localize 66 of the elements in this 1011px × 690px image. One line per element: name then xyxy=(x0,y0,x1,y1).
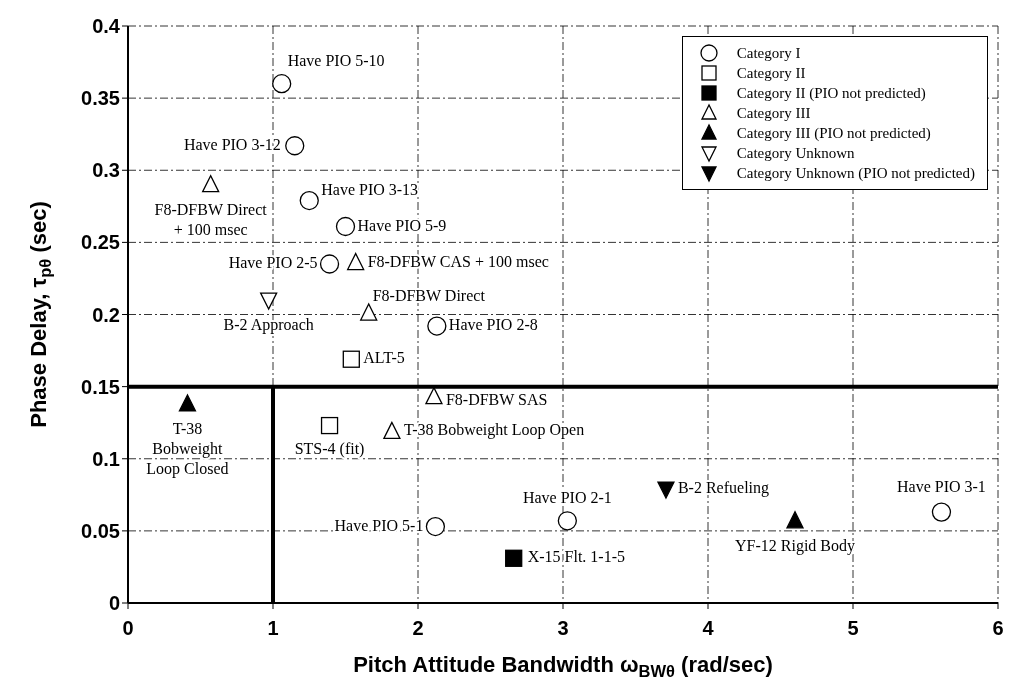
point xyxy=(383,421,401,439)
y-tick-label: 0.4 xyxy=(92,15,121,38)
x-tick-label: 2 xyxy=(412,617,424,640)
annotation: Have PIO 2-1 xyxy=(522,488,612,506)
annotation: Have PIO 5-1 xyxy=(334,516,424,534)
legend-label: Category III xyxy=(736,104,811,122)
y-tick-label: 0.1 xyxy=(92,447,120,470)
x-axis-title: Pitch Attitude Bandwidth ω$_{BWθ}$ (rad/sec) xyxy=(353,652,773,681)
annotation: Have PIO 3-13 xyxy=(321,180,419,198)
annotation: Have PIO 2-8 xyxy=(448,315,538,333)
x-tick-label: 5 xyxy=(847,617,859,640)
y-tick-label: 0.25 xyxy=(81,231,120,254)
legend-label: Category I xyxy=(736,44,801,62)
annotation: F8-DFBW Direct + 100 msec xyxy=(154,200,268,238)
annotation: Have PIO 3-1 xyxy=(897,477,986,495)
annotation: YF-12 Rigid Body xyxy=(734,536,856,555)
point xyxy=(272,74,292,94)
annotation: X-15 Flt. 1-1-5 xyxy=(527,547,626,565)
point xyxy=(335,216,356,237)
point xyxy=(425,387,443,405)
annotation: ALT-5 xyxy=(363,348,405,366)
y-tick-label: 0 xyxy=(108,592,120,615)
point xyxy=(299,190,319,211)
annotation: F8-DFBW Direct xyxy=(372,286,486,304)
point xyxy=(285,136,305,156)
point xyxy=(557,511,577,531)
annotation: B-2 Refueling xyxy=(677,478,770,497)
point xyxy=(786,511,804,529)
y-tick-label: 0.05 xyxy=(81,519,120,542)
point xyxy=(202,175,220,193)
point xyxy=(360,303,378,321)
point xyxy=(347,252,365,271)
y-tick-label: 0.2 xyxy=(92,303,120,326)
x-tick-label: 4 xyxy=(702,617,715,640)
legend-label: Category Unknown (PIO not predicted) xyxy=(736,164,975,182)
annotation: T-38 Bobweight Loop Closed xyxy=(146,419,229,478)
y-tick-label: 0.3 xyxy=(92,159,120,182)
legend-label: Category III (PIO not predicted) xyxy=(736,124,931,142)
annotation: Have PIO 5-9 xyxy=(357,216,447,234)
point xyxy=(425,516,446,537)
point xyxy=(319,254,340,274)
point xyxy=(931,502,952,522)
x-tick-label: 1 xyxy=(267,617,279,640)
legend-label: Category II (PIO not predicted) xyxy=(736,84,926,102)
annotation: T-38 Bobweight Loop Open xyxy=(403,421,585,440)
annotation: Have PIO 5-10 xyxy=(287,51,385,69)
annotation: F8-DFBW CAS + 100 msec xyxy=(367,252,549,270)
annotation: STS-4 (fit) xyxy=(294,439,365,458)
legend-label: Category Unknown xyxy=(736,144,855,162)
x-tick-label: 0 xyxy=(122,617,134,640)
y-tick-label: 0.35 xyxy=(81,87,120,110)
annotation: F8-DFBW SAS xyxy=(445,390,548,408)
x-tick-label: 3 xyxy=(557,617,569,640)
y-tick-label: 0.15 xyxy=(81,375,120,398)
point xyxy=(320,416,339,435)
point xyxy=(178,394,197,412)
point xyxy=(342,350,360,368)
annotation: Have PIO 2-5 xyxy=(228,253,318,271)
x-tick-label: 6 xyxy=(992,617,1004,640)
point xyxy=(505,549,523,567)
annotation: B-2 Approach xyxy=(223,315,314,334)
legend-label: Category II xyxy=(736,64,806,82)
point xyxy=(657,481,675,499)
annotation: Have PIO 3-12 xyxy=(183,135,281,153)
point xyxy=(427,316,447,336)
point xyxy=(260,292,278,310)
